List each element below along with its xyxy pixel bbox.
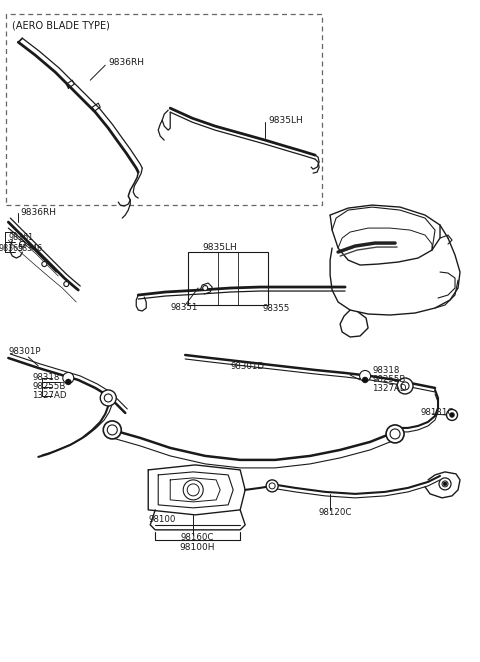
Text: 98255B: 98255B: [372, 375, 406, 385]
Circle shape: [439, 478, 451, 490]
Circle shape: [266, 480, 278, 492]
Text: 1327AD: 1327AD: [372, 385, 407, 393]
Circle shape: [450, 412, 455, 418]
Bar: [6, 14, 322, 205]
Circle shape: [63, 373, 74, 383]
Text: 98351: 98351: [170, 303, 198, 312]
Circle shape: [401, 382, 409, 390]
Circle shape: [397, 378, 413, 394]
Circle shape: [390, 429, 400, 439]
Circle shape: [104, 394, 112, 402]
Circle shape: [386, 425, 404, 443]
Text: 9835LH: 9835LH: [203, 242, 238, 252]
Circle shape: [100, 390, 116, 406]
Circle shape: [42, 261, 47, 267]
Text: 98100: 98100: [148, 515, 176, 524]
Text: 98160C: 98160C: [180, 534, 214, 542]
Text: 98120C: 98120C: [318, 508, 351, 518]
Text: 1327AD: 1327AD: [32, 391, 67, 401]
Circle shape: [107, 425, 117, 435]
Circle shape: [183, 480, 203, 500]
Text: 9836RH: 9836RH: [108, 58, 144, 67]
Text: 98365: 98365: [0, 244, 24, 253]
Text: 9836RH: 9836RH: [20, 208, 56, 216]
Circle shape: [442, 481, 448, 487]
Text: 98361: 98361: [8, 232, 34, 242]
Text: 98318: 98318: [32, 373, 60, 383]
Circle shape: [64, 281, 69, 287]
Text: 98318: 98318: [372, 367, 399, 375]
Bar: [188, 252, 268, 305]
Text: 98255B: 98255B: [32, 383, 66, 391]
Circle shape: [446, 409, 457, 420]
Circle shape: [20, 241, 25, 247]
Circle shape: [269, 483, 275, 489]
Circle shape: [362, 377, 368, 383]
Text: 98346: 98346: [17, 244, 42, 253]
Text: 98301P: 98301P: [8, 348, 41, 356]
Text: 98131C: 98131C: [420, 408, 454, 418]
Circle shape: [443, 482, 447, 486]
Circle shape: [65, 379, 72, 385]
Text: 9835LH: 9835LH: [268, 116, 303, 124]
Circle shape: [103, 421, 121, 439]
Circle shape: [360, 371, 371, 381]
Text: (AERO BLADE TYPE): (AERO BLADE TYPE): [12, 21, 110, 30]
Text: 98100H: 98100H: [180, 544, 215, 552]
Text: 98301D: 98301D: [230, 363, 264, 371]
Circle shape: [203, 285, 208, 291]
Circle shape: [187, 484, 199, 496]
Text: 98355: 98355: [262, 303, 289, 312]
